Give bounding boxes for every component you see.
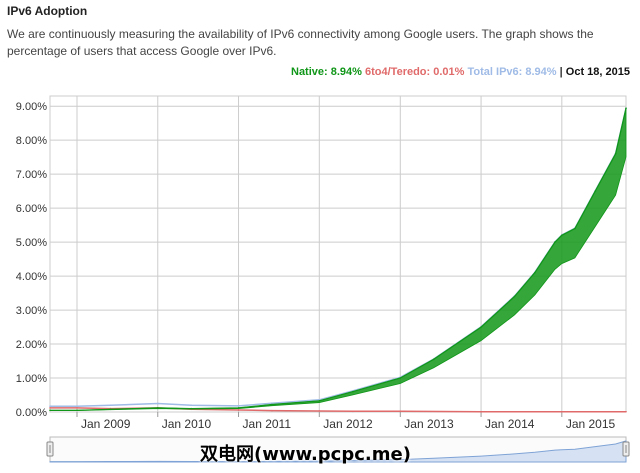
y-axis: 0.00% 1.00% 2.00% 3.00% 4.00% 5.00% 6.00% 7.00%…	[16, 101, 47, 419]
data-point-6to4-teredo	[49, 407, 51, 409]
chart-legend: Native: 8.94% 6to4/Teredo: 0.01% Total I…	[291, 66, 630, 78]
data-point-6to4-teredo	[237, 409, 240, 411]
data-point-6to4-teredo	[352, 410, 354, 413]
data-point-native	[534, 271, 536, 274]
data-point-native	[318, 399, 321, 402]
data-point-native	[574, 227, 576, 230]
y-tick-label: 0.00%	[16, 407, 47, 419]
x-tick-label: Jan 2010	[162, 417, 212, 431]
data-point-6to4-teredo	[271, 409, 273, 412]
y-tick-label: 4.00%	[16, 271, 47, 283]
y-tick-label: 9.00%	[16, 101, 47, 113]
x-tick-label: Jan 2015	[566, 417, 616, 431]
range-navigator	[46, 436, 630, 463]
legend-separator: |	[559, 66, 563, 78]
chart-grid	[49, 95, 627, 413]
data-point-total-ipv6	[156, 402, 159, 405]
legend-teredo[interactable]: 6to4/Teredo: 0.01%	[365, 66, 465, 78]
data-point-native	[271, 403, 273, 406]
data-point-6to4-teredo	[561, 410, 563, 413]
data-point-native	[480, 326, 482, 328]
chart-series	[49, 107, 627, 413]
y-tick-label: 7.00%	[16, 169, 47, 181]
x-tick-label: Jan 2014	[485, 417, 535, 431]
data-point-6to4-teredo	[76, 407, 78, 409]
legend-total[interactable]: Total IPv6: 8.94%	[467, 66, 557, 78]
data-point-6to4-teredo	[625, 410, 627, 413]
navigator-area	[49, 440, 627, 463]
data-point-6to4-teredo	[399, 410, 402, 413]
plot-border	[49, 95, 627, 413]
y-tick-label: 1.00%	[16, 373, 47, 385]
series-line-native	[50, 108, 627, 411]
x-tick-label: Jan 2009	[81, 417, 131, 431]
data-point-native	[554, 241, 556, 243]
y-tick-label: 8.00%	[16, 135, 47, 147]
watermark-text: 双电网(www.pcpc.me)	[200, 444, 411, 465]
series-line-total-ipv6	[50, 108, 627, 407]
data-point-native	[513, 295, 516, 298]
data-point-native	[109, 408, 112, 411]
data-point-native	[625, 107, 627, 110]
x-tick-label: Jan 2011	[243, 417, 292, 431]
data-point-native	[432, 358, 435, 361]
data-point-6to4-teredo	[318, 410, 321, 412]
data-point-6to4-teredo	[480, 410, 482, 413]
data-point-total-ipv6	[109, 404, 112, 407]
data-point-total-ipv6	[190, 404, 192, 407]
y-tick-label: 3.00%	[16, 305, 47, 317]
data-point-native	[237, 407, 240, 409]
data-point-total-ipv6	[271, 402, 273, 404]
x-tick-label: Jan 2012	[323, 417, 373, 431]
data-point-native	[352, 390, 354, 393]
data-point-total-ipv6	[76, 405, 78, 408]
data-point-native	[49, 409, 51, 412]
x-tick-label: Jan 2013	[404, 417, 454, 431]
data-point-native	[594, 190, 597, 192]
y-tick-label: 5.00%	[16, 237, 47, 249]
data-point-native	[614, 152, 617, 155]
data-point-native	[561, 234, 563, 237]
page-title: IPv6 Adoption	[7, 4, 88, 18]
x-axis: Jan 2009 Jan 2010 Jan 2011 Jan 2012 Jan 2013…	[76, 412, 616, 431]
y-tick-label: 2.00%	[16, 339, 47, 351]
legend-native[interactable]: Native: 8.94%	[291, 66, 362, 78]
data-point-native	[76, 409, 78, 412]
data-point-native	[190, 407, 192, 410]
data-point-total-ipv6	[237, 405, 240, 407]
series-band-native	[49, 108, 627, 411]
y-tick-label: 6.00%	[16, 203, 47, 215]
data-point-native	[399, 377, 402, 379]
data-point-total-ipv6	[49, 405, 51, 408]
legend-date: Oct 18, 2015	[565, 66, 630, 78]
page-description: We are continuously measuring the availa…	[7, 27, 594, 58]
data-point-native	[156, 407, 159, 409]
